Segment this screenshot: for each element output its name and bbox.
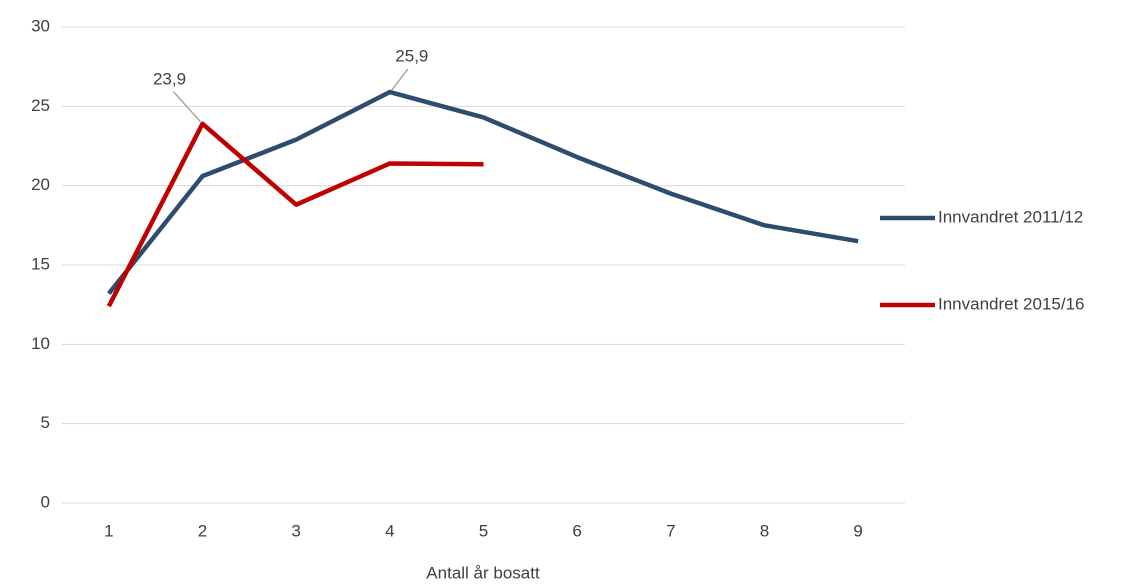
x-tick-label: 5 <box>479 521 488 540</box>
x-tick-label: 1 <box>104 521 113 540</box>
series-line <box>106 121 484 308</box>
legend-label: Innvandret 2015/16 <box>938 294 1085 313</box>
x-tick-label: 2 <box>198 521 207 540</box>
data-label: 25,9 <box>395 47 428 66</box>
x-tick-label: 4 <box>385 521 394 540</box>
y-tick-label: 5 <box>41 413 50 432</box>
y-tick-label: 15 <box>31 254 50 273</box>
y-tick-label: 20 <box>31 175 50 194</box>
y-tick-label: 25 <box>31 96 50 115</box>
series-line <box>107 89 859 295</box>
y-tick-label: 30 <box>31 16 50 35</box>
y-tick-label: 0 <box>41 492 50 511</box>
legend-label: Innvandret 2011/12 <box>938 207 1083 226</box>
x-tick-label: 6 <box>572 521 581 540</box>
x-tick-label: 7 <box>666 521 675 540</box>
x-axis-label: Antall år bosatt <box>426 563 540 582</box>
data-label: 23,9 <box>153 69 186 88</box>
x-tick-label: 8 <box>760 521 769 540</box>
x-tick-label: 9 <box>853 521 862 540</box>
label-leader <box>391 68 409 91</box>
x-tick-label: 3 <box>291 521 300 540</box>
label-leader <box>172 91 202 123</box>
y-tick-label: 10 <box>31 334 50 353</box>
